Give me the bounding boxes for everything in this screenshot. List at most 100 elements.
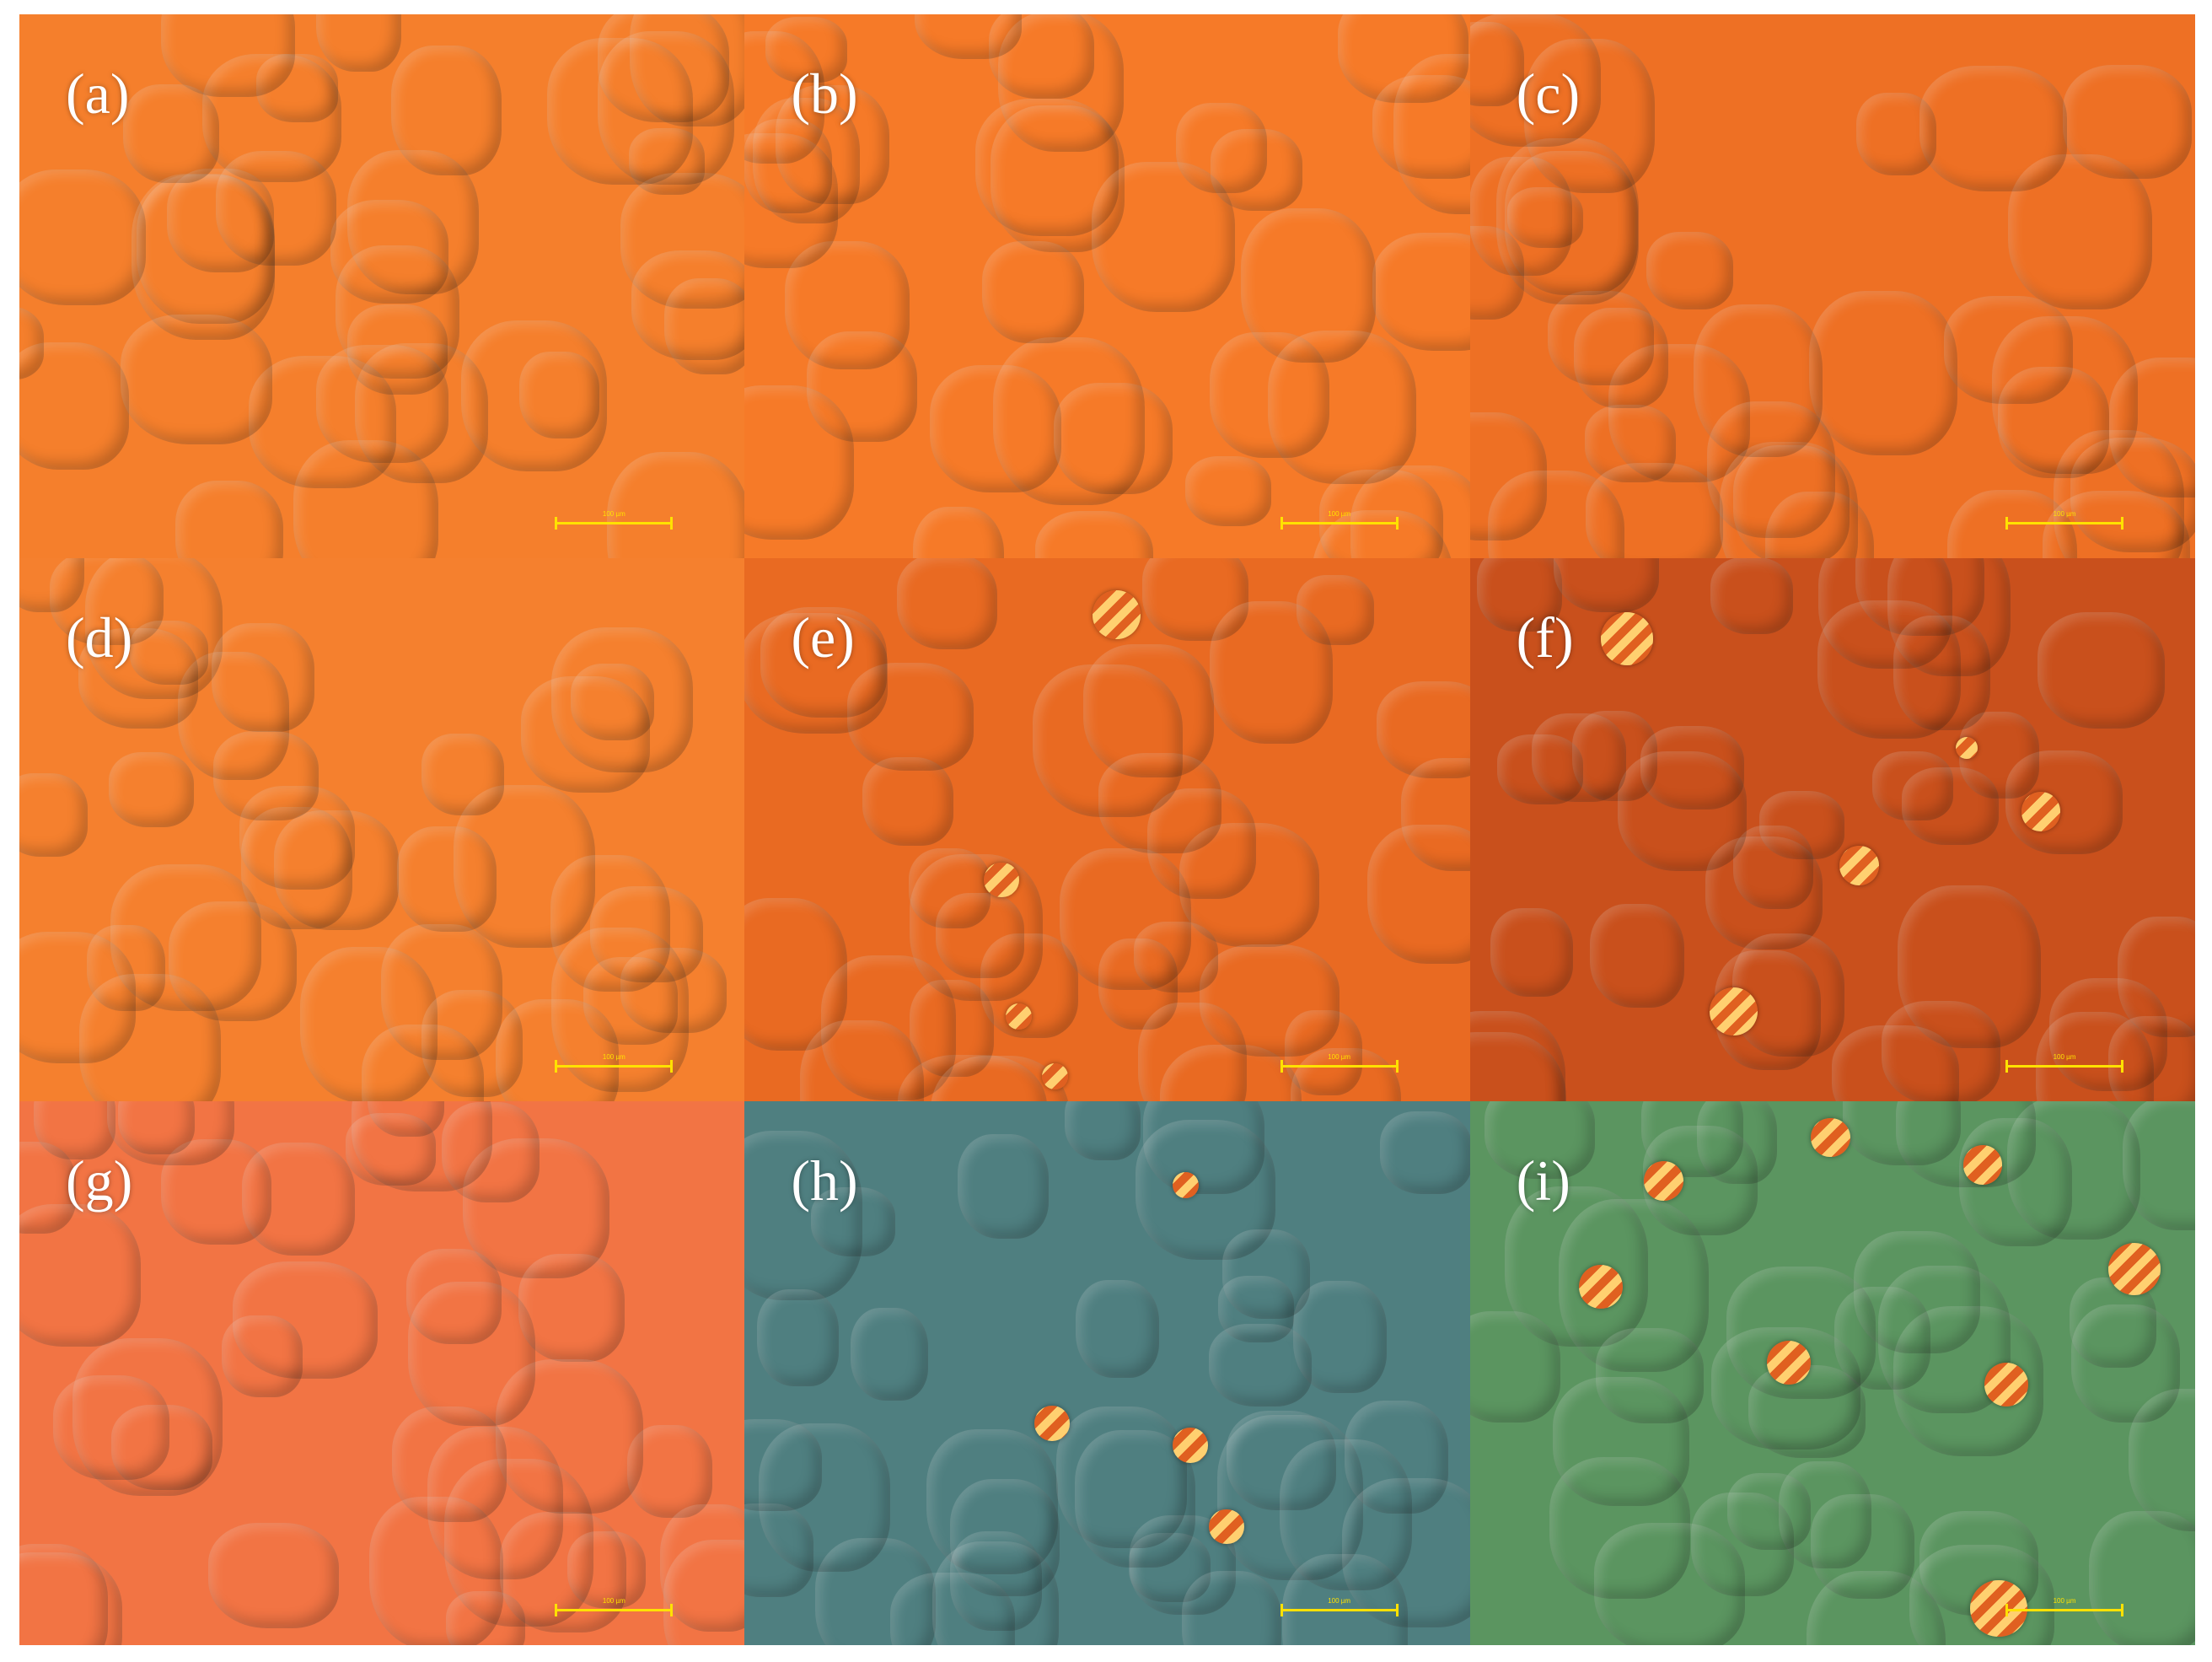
droplet xyxy=(1970,1579,2027,1638)
scale-bar: 100 µm xyxy=(555,510,674,530)
grain xyxy=(118,1101,195,1154)
scale-bar: 100 µm xyxy=(2005,1597,2123,1616)
grain xyxy=(571,664,654,740)
grain xyxy=(1998,367,2109,479)
grain xyxy=(982,241,1084,343)
droplet xyxy=(1006,1003,1033,1030)
grain xyxy=(2129,1389,2195,1531)
scale-bar-label: 100 µm xyxy=(2053,1597,2076,1605)
grain xyxy=(381,924,503,1060)
grain xyxy=(897,558,997,649)
scale-bar: 100 µm xyxy=(1280,510,1399,530)
grain xyxy=(1532,713,1626,801)
panel-label: (i) xyxy=(1516,1148,1570,1213)
scale-bar: 100 µm xyxy=(2005,510,2123,530)
grain xyxy=(1488,471,1624,558)
micrograph-panel: (b) 100 µm xyxy=(744,14,1470,558)
grain xyxy=(175,481,284,558)
micrograph-panel: (e) 100 µm xyxy=(744,557,1470,1102)
grain xyxy=(79,974,221,1101)
droplet xyxy=(1767,1340,1812,1385)
grain xyxy=(316,345,448,463)
grain xyxy=(607,452,744,558)
grain xyxy=(421,734,504,815)
grain xyxy=(19,773,88,857)
grain xyxy=(1176,103,1267,192)
droplet xyxy=(1093,590,1141,639)
panel-label: (d) xyxy=(66,605,133,670)
grain xyxy=(109,752,194,827)
grain xyxy=(213,731,319,820)
grain xyxy=(1143,1101,1264,1194)
grain xyxy=(1843,1101,1961,1164)
grain xyxy=(19,1544,108,1645)
scale-bar-label: 100 µm xyxy=(1328,509,1351,518)
grain xyxy=(1033,664,1183,816)
grain xyxy=(1185,456,1271,526)
grain xyxy=(519,352,599,438)
droplet xyxy=(1172,1428,1208,1463)
scale-bar-label: 100 µm xyxy=(602,1597,625,1605)
grain xyxy=(915,14,1022,59)
grain xyxy=(406,1249,502,1345)
scale-bar: 100 µm xyxy=(1280,1053,1399,1073)
micrograph-panel: (d) 100 µm xyxy=(19,557,745,1102)
panel-label: (a) xyxy=(66,62,130,126)
grain xyxy=(1182,1571,1282,1645)
grain xyxy=(446,1591,525,1645)
scale-bar: 100 µm xyxy=(555,1597,674,1616)
grain xyxy=(1076,1280,1159,1378)
grain xyxy=(1618,751,1747,870)
micrograph-panel: (i) 100 µm xyxy=(1469,1101,2195,1645)
grain xyxy=(132,174,274,339)
scale-bar-label: 100 µm xyxy=(1328,1053,1351,1062)
grain xyxy=(913,507,1004,558)
panel-label: (f) xyxy=(1516,605,1574,670)
grain xyxy=(1393,54,1470,214)
grain xyxy=(391,46,502,175)
grain xyxy=(1919,66,2067,191)
grain xyxy=(1470,1311,1560,1423)
grain xyxy=(590,886,703,982)
grain xyxy=(1809,291,1957,455)
grain xyxy=(744,1503,813,1597)
panel-label: (c) xyxy=(1516,62,1581,126)
droplet xyxy=(1709,987,1758,1036)
grain xyxy=(1832,1025,1959,1101)
grain xyxy=(958,1134,1050,1239)
grain xyxy=(1887,558,2011,676)
grain xyxy=(1490,908,1573,997)
grain xyxy=(1035,511,1153,558)
droplet xyxy=(1034,1406,1071,1441)
grain xyxy=(1694,304,1823,458)
grain xyxy=(1209,1324,1312,1407)
micrograph-panel: (a) 100 µm xyxy=(19,14,745,558)
grain xyxy=(1646,232,1733,309)
grain xyxy=(1710,558,1793,634)
micrograph-panel: (g) 100 µm xyxy=(19,1101,745,1645)
grain xyxy=(1210,601,1333,743)
grain xyxy=(744,385,853,540)
grain xyxy=(851,1308,928,1401)
grain xyxy=(1210,332,1329,458)
droplet xyxy=(1984,1362,2029,1407)
scale-bar-label: 100 µm xyxy=(1328,1597,1351,1605)
panel-label: (h) xyxy=(791,1148,858,1213)
grain xyxy=(2089,1511,2195,1645)
grain xyxy=(222,1315,303,1397)
grain xyxy=(442,1102,540,1202)
scale-bar-label: 100 µm xyxy=(602,509,625,518)
micrograph-panel: (f) 100 µm xyxy=(1469,557,2195,1102)
grain xyxy=(123,84,219,183)
droplet xyxy=(1956,737,1978,760)
grain xyxy=(1372,233,1470,350)
grain xyxy=(1380,1111,1469,1193)
grain xyxy=(53,1375,169,1480)
droplet xyxy=(984,862,1019,898)
scale-bar-label: 100 µm xyxy=(2053,1053,2076,1062)
grain xyxy=(1134,922,1218,992)
grain xyxy=(1854,1231,1980,1353)
grain xyxy=(1280,1439,1412,1590)
panel-label: (b) xyxy=(791,62,858,126)
